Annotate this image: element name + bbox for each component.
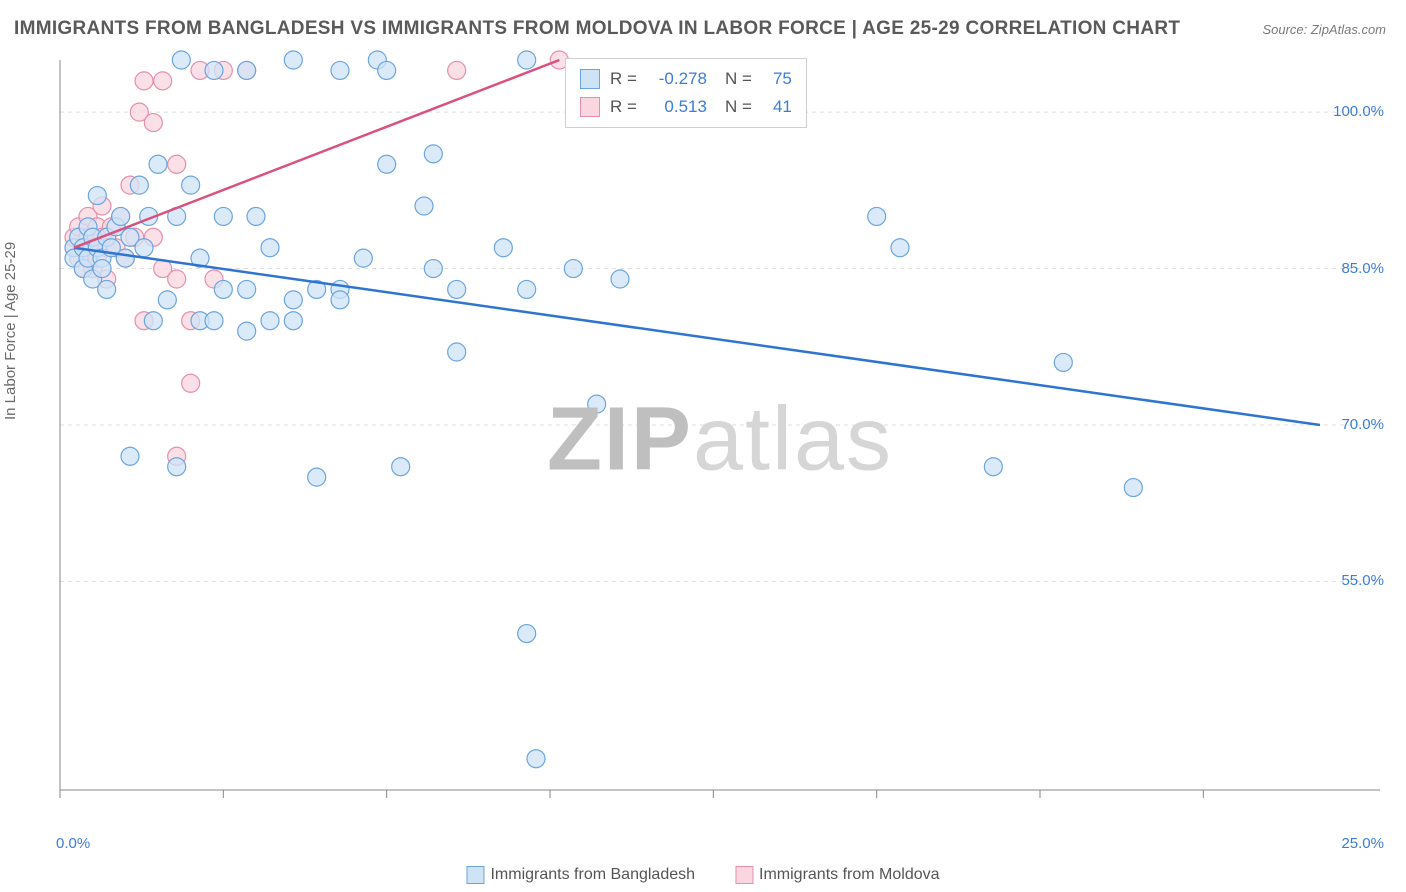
y-axis-label: In Labor Force | Age 25-29 [2, 242, 19, 420]
legend-swatch-icon [735, 866, 753, 884]
y-tick-label: 55.0% [1341, 572, 1384, 589]
legend-item-bangladesh: Immigrants from Bangladesh [466, 866, 695, 884]
correlation-box: R = -0.278 N = 75 R = 0.513 N = 41 [565, 58, 807, 128]
corr-swatch-icon [580, 69, 600, 89]
scatter-plot [50, 50, 1390, 830]
corr-label: N = [725, 97, 752, 117]
y-tick-label: 85.0% [1341, 260, 1384, 277]
corr-label: N = [725, 69, 752, 89]
legend-item-moldova: Immigrants from Moldova [735, 866, 940, 884]
corr-row: R = 0.513 N = 41 [580, 93, 792, 121]
corr-n-value: 41 [762, 97, 792, 117]
chart-area: ZIPatlas 100.0%85.0%70.0%55.0%25.0%0.0% [50, 50, 1390, 830]
legend-swatch-icon [466, 866, 484, 884]
corr-label: R = [610, 97, 637, 117]
legend-label: Immigrants from Moldova [759, 866, 940, 884]
corr-row: R = -0.278 N = 75 [580, 65, 792, 93]
y-tick-label: 25.0% [1341, 835, 1384, 852]
y-tick-label: 100.0% [1333, 103, 1384, 120]
corr-label: R = [610, 69, 637, 89]
legend-label: Immigrants from Bangladesh [490, 866, 695, 884]
chart-title: IMMIGRANTS FROM BANGLADESH VS IMMIGRANTS… [14, 18, 1180, 40]
y-tick-label: 70.0% [1341, 416, 1384, 433]
corr-swatch-icon [580, 97, 600, 117]
legend: Immigrants from Bangladesh Immigrants fr… [466, 866, 939, 884]
source-attribution: Source: ZipAtlas.com [1262, 22, 1386, 37]
x-tick-label: 0.0% [56, 835, 90, 852]
corr-r-value: -0.278 [647, 69, 707, 89]
corr-n-value: 75 [762, 69, 792, 89]
corr-r-value: 0.513 [647, 97, 707, 117]
